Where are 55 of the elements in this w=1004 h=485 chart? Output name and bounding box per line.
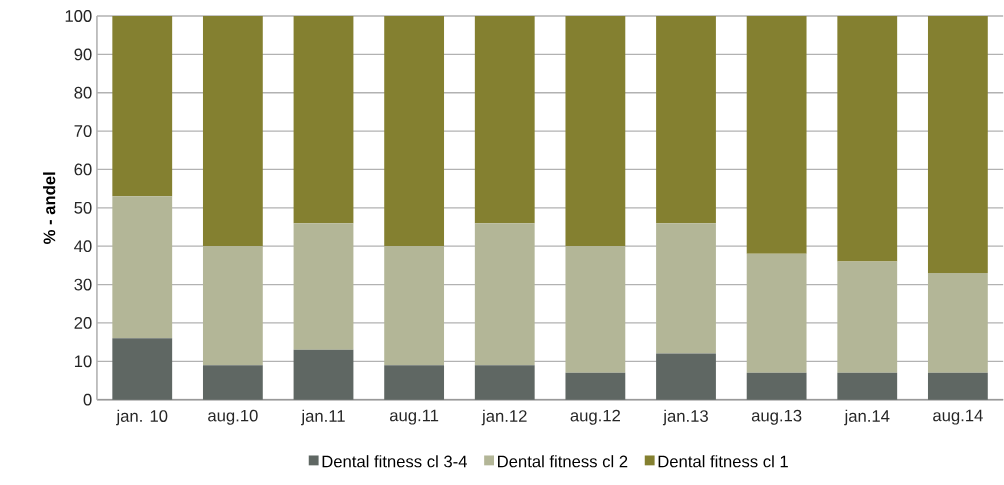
bar — [837, 16, 898, 262]
y-tick-label: 90 — [74, 48, 92, 61]
legend-label: Dental fitness cl 2 — [498, 455, 628, 468]
bar — [656, 16, 716, 224]
bar — [656, 223, 716, 354]
bar — [384, 365, 445, 400]
y-tick-label: 30 — [74, 278, 92, 291]
x-tick-label: aug.14 — [933, 409, 983, 425]
legend-label: Dental fitness cl 1 — [658, 455, 788, 468]
bar — [293, 16, 354, 224]
y-tick-label: 80 — [74, 87, 92, 99]
y-tick-label: 70 — [74, 125, 92, 138]
y-tick-label: 100 — [65, 10, 92, 23]
bar — [112, 196, 173, 339]
bar — [746, 254, 807, 374]
x-tick-label: aug.11 — [389, 409, 439, 425]
x-tick-label: jan. 10 — [116, 409, 168, 426]
x-tick-label: jan.13 — [662, 409, 708, 426]
bar — [927, 273, 988, 374]
x-tick-label: aug.12 — [570, 409, 620, 425]
bar — [384, 246, 445, 366]
x-tick-label: jan.12 — [481, 409, 527, 426]
bar — [202, 16, 263, 247]
bar — [565, 16, 626, 247]
bar — [927, 373, 988, 400]
y-tick-label: 50 — [74, 202, 92, 214]
bar — [202, 246, 263, 366]
y-tick-label: 40 — [74, 240, 92, 253]
bar — [474, 223, 535, 366]
x-tick-label: aug.13 — [751, 409, 802, 425]
y-tick-label: 0 — [83, 393, 92, 406]
bar — [656, 353, 716, 400]
bar — [746, 16, 807, 255]
y-tick-label: 20 — [74, 317, 92, 330]
bar — [293, 349, 354, 400]
bar — [565, 246, 626, 374]
legend-label: Dental fitness cl 3-4 — [322, 455, 467, 468]
y-tick-label: 60 — [74, 163, 92, 176]
bar — [837, 373, 898, 400]
bar — [474, 16, 535, 224]
x-tick-label: jan.14 — [844, 409, 890, 426]
bar — [112, 16, 173, 197]
bar — [837, 261, 898, 374]
bar — [927, 16, 988, 274]
bar — [565, 373, 626, 400]
y-tick-label: 10 — [74, 355, 92, 368]
y-axis-title: % - andel — [43, 172, 56, 245]
bar — [112, 338, 173, 400]
bar — [384, 16, 445, 247]
bar — [746, 373, 807, 400]
bar — [474, 365, 535, 400]
x-tick-label: jan.11 — [301, 409, 345, 426]
bar — [293, 223, 354, 350]
bar — [202, 365, 263, 400]
x-tick-label: aug.10 — [208, 409, 258, 425]
